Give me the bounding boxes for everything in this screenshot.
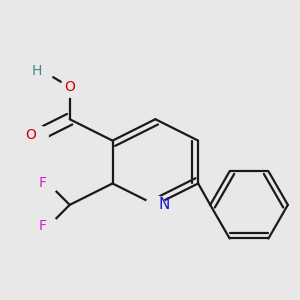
Text: O: O [64,80,75,94]
Text: F: F [39,176,47,190]
Text: O: O [26,128,36,142]
Text: N: N [158,197,169,212]
Text: H: H [31,64,42,78]
Text: F: F [39,219,47,233]
